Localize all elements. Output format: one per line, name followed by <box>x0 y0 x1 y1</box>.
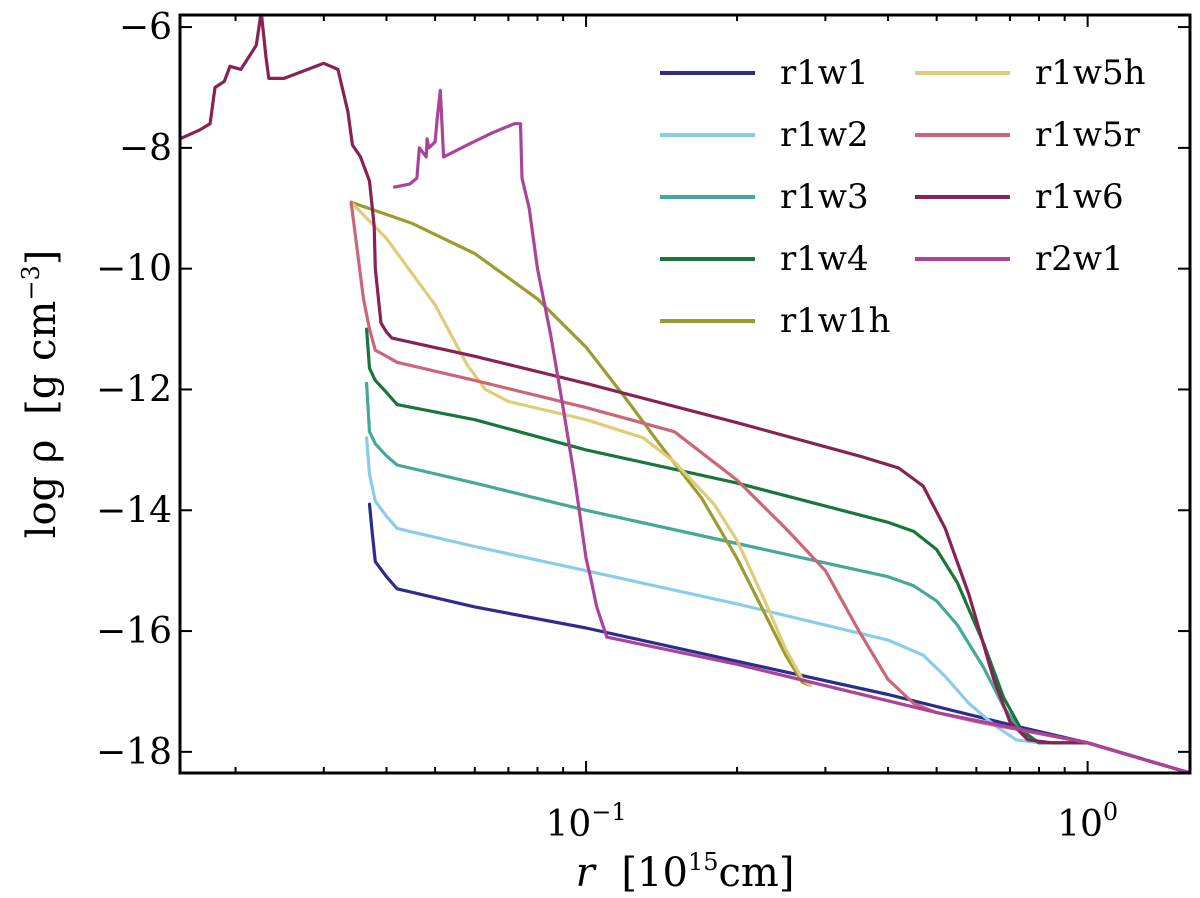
legend-entry-r2w1: r2w1 <box>915 239 1124 279</box>
y-axis-label-sup: −3 <box>17 265 45 300</box>
y-tick-label: −16 <box>96 611 172 652</box>
series-line-r1w1 <box>367 502 1190 773</box>
y-axis-label-pre: [g cm <box>19 301 65 415</box>
x-axis-label-pre: [10 <box>621 850 688 896</box>
legend-label: r1w1h <box>780 301 891 341</box>
x-axis-label-post: cm] <box>718 850 794 896</box>
legend-label: r1w1 <box>780 53 869 93</box>
series-line-r1w5r <box>349 200 1190 773</box>
legend-entry-r1w6: r1w6 <box>915 177 1124 217</box>
legend-label: r1w4 <box>780 239 869 279</box>
legend-entry-r1w4: r1w4 <box>660 239 869 279</box>
series-line-r2w1 <box>392 88 1190 773</box>
legend-entry-r1w1: r1w1 <box>660 53 869 93</box>
x-tick-label: 100 <box>1057 798 1118 845</box>
legend-label: r1w5h <box>1035 53 1146 93</box>
series-layer <box>180 15 1190 773</box>
y-axis-label-post: ] <box>19 250 65 266</box>
legend-entry-r1w3: r1w3 <box>660 177 869 217</box>
legend-entry-r1w1h: r1w1h <box>660 301 891 341</box>
series-line-r1w5h <box>349 200 812 687</box>
legend: r1w1 r1w2 r1w3 r1w4 r1w1h r1w5h r1w5r r1w6 r2w1 <box>660 53 1146 341</box>
legend-label: r1w2 <box>780 115 869 155</box>
y-axis-label: log ρ [g cm−3] <box>17 250 65 539</box>
y-tick-label: −10 <box>96 249 172 290</box>
y-tick-label: −8 <box>119 128 172 169</box>
y-tick-label: −6 <box>119 7 172 48</box>
series-line-r1w6 <box>180 15 1190 773</box>
x-axis-label-sup: 15 <box>688 848 719 876</box>
legend-label: r2w1 <box>1035 239 1124 279</box>
legend-label: r1w6 <box>1035 177 1124 217</box>
series-line-r1w1h <box>349 200 812 687</box>
y-tick-label: −12 <box>96 369 172 410</box>
tick-layer: −6 −8 −10 −12 −14 −16 −18 10−1 100 <box>96 7 1190 845</box>
x-axis-label-var: r <box>576 850 598 896</box>
y-tick-label: −14 <box>96 490 172 531</box>
x-tick-label: 10−1 <box>545 798 626 845</box>
plot-frame <box>178 13 1192 775</box>
series-line-r1w2 <box>365 436 1190 773</box>
x-axis-label: r [1015cm] <box>576 848 795 896</box>
series-line-r1w4 <box>365 327 1190 773</box>
series-line-r1w3 <box>365 381 1190 773</box>
legend-label: r1w5r <box>1035 115 1141 155</box>
legend-label: r1w3 <box>780 177 869 217</box>
y-tick-label: −18 <box>96 732 172 773</box>
y-axis-label-var: log ρ <box>19 440 65 539</box>
legend-entry-r1w2: r1w2 <box>660 115 869 155</box>
legend-entry-r1w5h: r1w5h <box>915 53 1146 93</box>
legend-entry-r1w5r: r1w5r <box>915 115 1141 155</box>
